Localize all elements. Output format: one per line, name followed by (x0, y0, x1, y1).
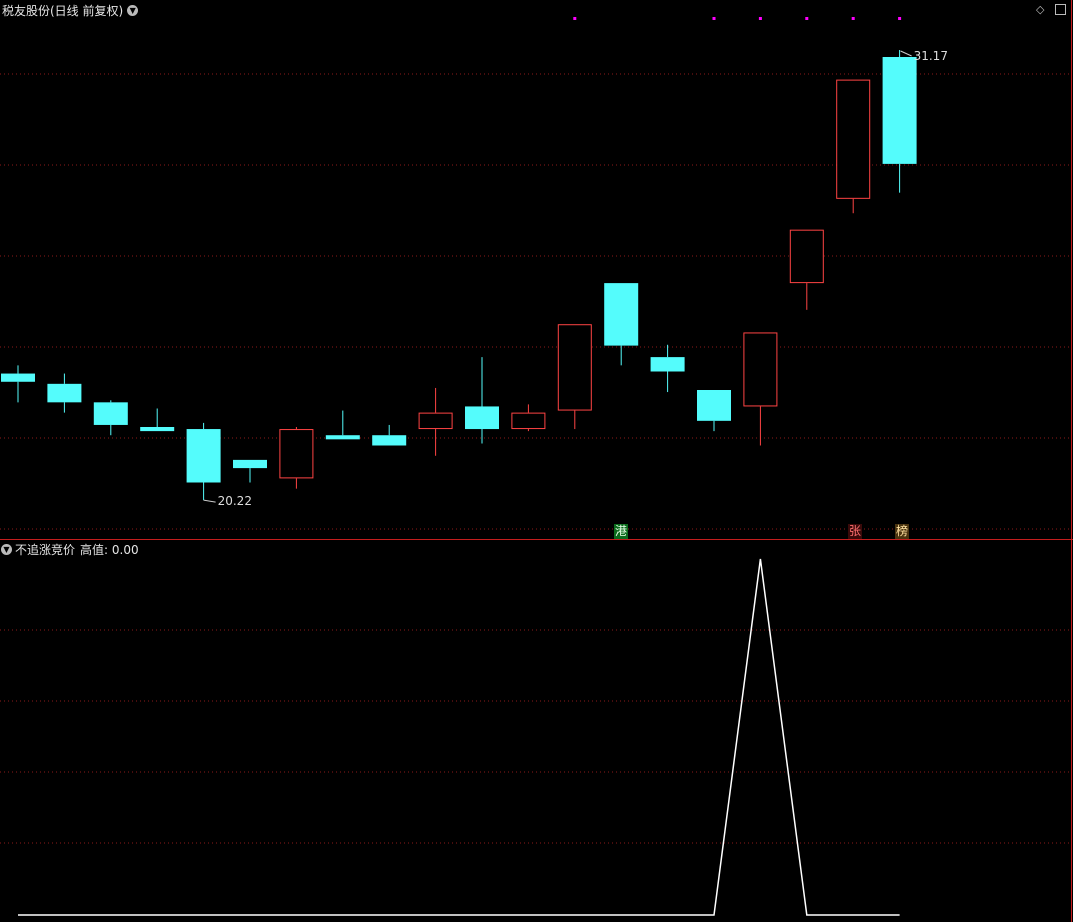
candle[interactable] (140, 408, 175, 432)
tag-bang[interactable]: 榜 (895, 524, 910, 539)
candle-body (233, 459, 267, 469)
candle-body (836, 79, 871, 199)
candle[interactable] (557, 324, 592, 430)
candle[interactable] (511, 404, 546, 432)
candle[interactable] (233, 459, 267, 483)
tag-zhang[interactable]: 张 (848, 524, 863, 539)
candle-body (418, 412, 453, 430)
candle-body (47, 383, 82, 403)
stock-title: 税友股份(日线 前复权) (2, 4, 124, 18)
restore-icon[interactable] (1055, 4, 1066, 15)
chevron-down-icon[interactable]: ▼ (1, 544, 12, 555)
candle-body (557, 324, 592, 411)
candlestick-series[interactable] (1, 50, 917, 501)
candle-body (93, 402, 128, 425)
candle-body (789, 229, 824, 284)
candle-body (697, 390, 731, 421)
candle[interactable] (93, 400, 128, 436)
indicator-name: 不追涨竞价 (15, 543, 76, 557)
indicator-header: ▼ 不追涨竞价 高值: 0.00 (0, 541, 139, 558)
high-arrow (900, 50, 912, 57)
candle-body (882, 57, 917, 164)
candle-body (743, 332, 778, 407)
candle[interactable] (882, 50, 917, 193)
low-label: 20.22 (218, 494, 252, 508)
candle[interactable] (697, 390, 731, 432)
signal-marker (712, 17, 716, 20)
candle-body (465, 406, 499, 430)
candle[interactable] (372, 424, 407, 446)
candle-body (604, 283, 639, 346)
candle-body (372, 435, 407, 446)
signal-markers (573, 17, 902, 20)
candle[interactable] (465, 357, 499, 444)
candle[interactable] (743, 332, 778, 446)
chevron-down-icon[interactable]: ▼ (127, 5, 139, 16)
low-arrow (203, 499, 216, 503)
indicator-value: 高值: 0.00 (80, 543, 139, 557)
diamond-icon[interactable]: ◇ (1036, 3, 1045, 16)
candle[interactable] (650, 344, 685, 393)
candle[interactable] (279, 427, 314, 489)
candle[interactable] (1, 365, 35, 403)
candle[interactable] (789, 229, 824, 310)
signal-marker (851, 17, 855, 20)
candle-body (1, 373, 35, 382)
signal-marker (573, 17, 577, 20)
signal-marker (805, 17, 809, 20)
candle[interactable] (47, 373, 82, 413)
candle[interactable] (418, 387, 453, 456)
signal-marker (758, 17, 762, 20)
candle-body (325, 435, 360, 440)
candle-body (279, 429, 314, 479)
candle-body (186, 429, 221, 483)
high-label: 31.17 (914, 49, 948, 63)
candle[interactable] (604, 283, 639, 366)
price-annotations: 31.17 20.22 (203, 49, 948, 508)
indicator-line[interactable] (18, 558, 900, 916)
indicator-grid (0, 629, 1070, 844)
chart-header: 税友股份(日线 前复权) ▼ (0, 2, 139, 19)
candle[interactable] (325, 410, 360, 440)
candle-body (511, 412, 546, 430)
candle-body (650, 357, 685, 372)
candle[interactable] (186, 422, 221, 501)
candle-body (140, 427, 175, 432)
tag-gang[interactable]: 港 (614, 524, 629, 539)
signal-marker (898, 17, 902, 20)
candle[interactable] (836, 79, 871, 214)
